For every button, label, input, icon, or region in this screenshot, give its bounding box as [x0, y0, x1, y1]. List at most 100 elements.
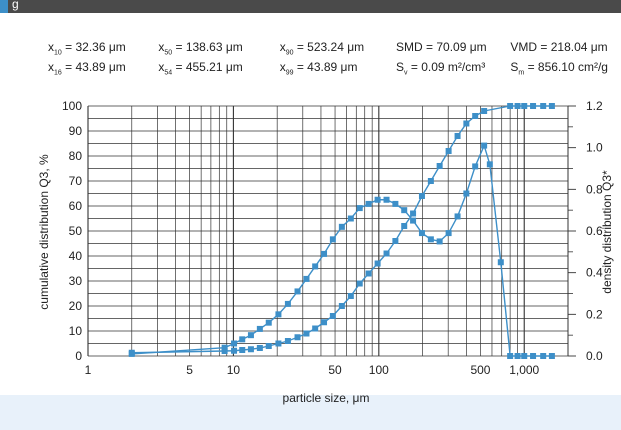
cumulative-point: [284, 338, 291, 344]
y2-tick-label: 0.0: [586, 349, 603, 363]
x-tick-label: 5: [186, 363, 193, 377]
cumulative-point: [507, 103, 514, 109]
density-line: [131, 143, 552, 357]
cumulative-point: [401, 223, 408, 229]
density-point: [463, 190, 470, 197]
stat-x16: x16 = 43.89 μm: [48, 60, 126, 77]
y-axis-label: cumulative distribution Q3, %: [37, 154, 51, 310]
cumulative-point: [356, 280, 363, 287]
density-point: [410, 217, 417, 224]
cumulative-point: [365, 270, 372, 277]
cumulative-point: [548, 103, 555, 109]
cumulative-point: [445, 148, 452, 154]
cumulative-point: [374, 260, 381, 267]
cumulative-point: [472, 113, 479, 119]
y2-tick-label: 0.6: [586, 224, 603, 238]
density-point: [284, 300, 291, 307]
y-tick-label: 60: [69, 199, 83, 213]
cumulative-point: [521, 103, 528, 109]
density-point: [486, 161, 493, 168]
density-point: [472, 163, 479, 170]
density-point: [356, 205, 363, 212]
cumulative-point: [418, 193, 425, 199]
density-point: [418, 230, 425, 237]
density-point: [445, 230, 452, 237]
cumulative-point: [481, 108, 488, 114]
cumulative-point: [392, 238, 399, 244]
x-tick-label: 500: [470, 363, 490, 377]
stat-smd: SMD = 70.09 μm: [396, 40, 487, 54]
cumulative-point: [410, 210, 417, 217]
stats-row-1: x10 = 32.36 μm x50 = 138.63 μm x90 = 523…: [48, 40, 608, 56]
density-point: [454, 213, 461, 220]
cumulative-point: [347, 293, 354, 299]
stat-x50: x50 = 138.63 μm: [158, 40, 243, 57]
density-point: [383, 196, 390, 203]
series: [128, 103, 555, 359]
x-axis-label: particle size, μm: [283, 391, 370, 405]
y2-tick-label: 0.2: [586, 307, 603, 321]
cumulative-point: [294, 334, 301, 341]
density-point: [275, 311, 282, 318]
figure-title: g: [12, 0, 19, 11]
cumulative-point: [427, 178, 434, 184]
y2-tick-label: 1.2: [586, 99, 603, 113]
stat-x10: x10 = 32.36 μm: [48, 40, 126, 57]
cumulative-point: [221, 348, 228, 354]
density-point: [303, 275, 310, 282]
cumulative-point: [436, 163, 443, 169]
density-point: [231, 340, 238, 347]
stat-x99: x99 = 43.89 μm: [279, 60, 358, 77]
cumulative-point: [321, 319, 328, 326]
figure-header-bar: g: [0, 0, 621, 13]
cumulative-point: [265, 343, 272, 349]
density-point: [338, 223, 345, 230]
stat-sm: Sm = 856.10 cm²/g: [510, 60, 608, 77]
stats-row-2: x16 = 43.89 μm x54 = 455.21 μm x99 = 43.…: [48, 60, 608, 76]
x-tick-label: 1: [85, 363, 92, 377]
y-tick-label: 70: [69, 174, 83, 188]
density-point: [530, 353, 537, 359]
y-tick-label: 30: [69, 274, 83, 288]
density-point: [436, 238, 443, 245]
y-tick-label: 100: [62, 99, 82, 113]
grid: [87, 105, 569, 357]
density-point: [256, 325, 263, 332]
density-point: [128, 350, 135, 357]
density-point: [321, 250, 328, 257]
cumulative-point: [303, 330, 310, 337]
density-point: [221, 344, 228, 351]
density-point: [507, 353, 514, 359]
cumulative-point: [530, 103, 537, 109]
cumulative-point: [329, 313, 336, 319]
x-tick-label: 10: [227, 363, 241, 377]
density-point: [497, 259, 504, 266]
y-tick-label: 10: [69, 324, 83, 338]
y2-tick-label: 1.0: [586, 141, 603, 155]
y-tick-label: 90: [69, 124, 83, 138]
density-point: [329, 236, 336, 243]
density-point: [312, 263, 319, 270]
y-tick-label: 40: [69, 249, 83, 263]
cumulative-point: [231, 347, 238, 354]
cumulative-point: [338, 303, 345, 309]
y2-tick-label: 0.4: [586, 266, 603, 280]
cumulative-point: [275, 340, 282, 347]
density-point: [347, 215, 354, 222]
y-tick-label: 50: [69, 224, 83, 238]
stat-x54: x54 = 455.21 μm: [158, 60, 243, 77]
density-point: [239, 336, 246, 343]
header-accent: [0, 0, 8, 13]
bottom-band: [0, 395, 621, 430]
stat-sv: Sv = 0.09 m²/cm³: [396, 60, 486, 77]
density-point: [548, 353, 555, 359]
axes: 0 10 20 30 40 50 60 70 80 90 100 0.0 0.2 0.4 0.6 0.8 1.0…: [62, 99, 603, 377]
cumulative-point: [256, 345, 263, 351]
density-point: [401, 207, 408, 214]
density-point: [294, 288, 301, 295]
cumulative-point: [239, 347, 246, 353]
density-point: [365, 200, 372, 207]
x-tick-label: 1,000: [509, 363, 539, 377]
x-tick-label: 50: [328, 363, 342, 377]
